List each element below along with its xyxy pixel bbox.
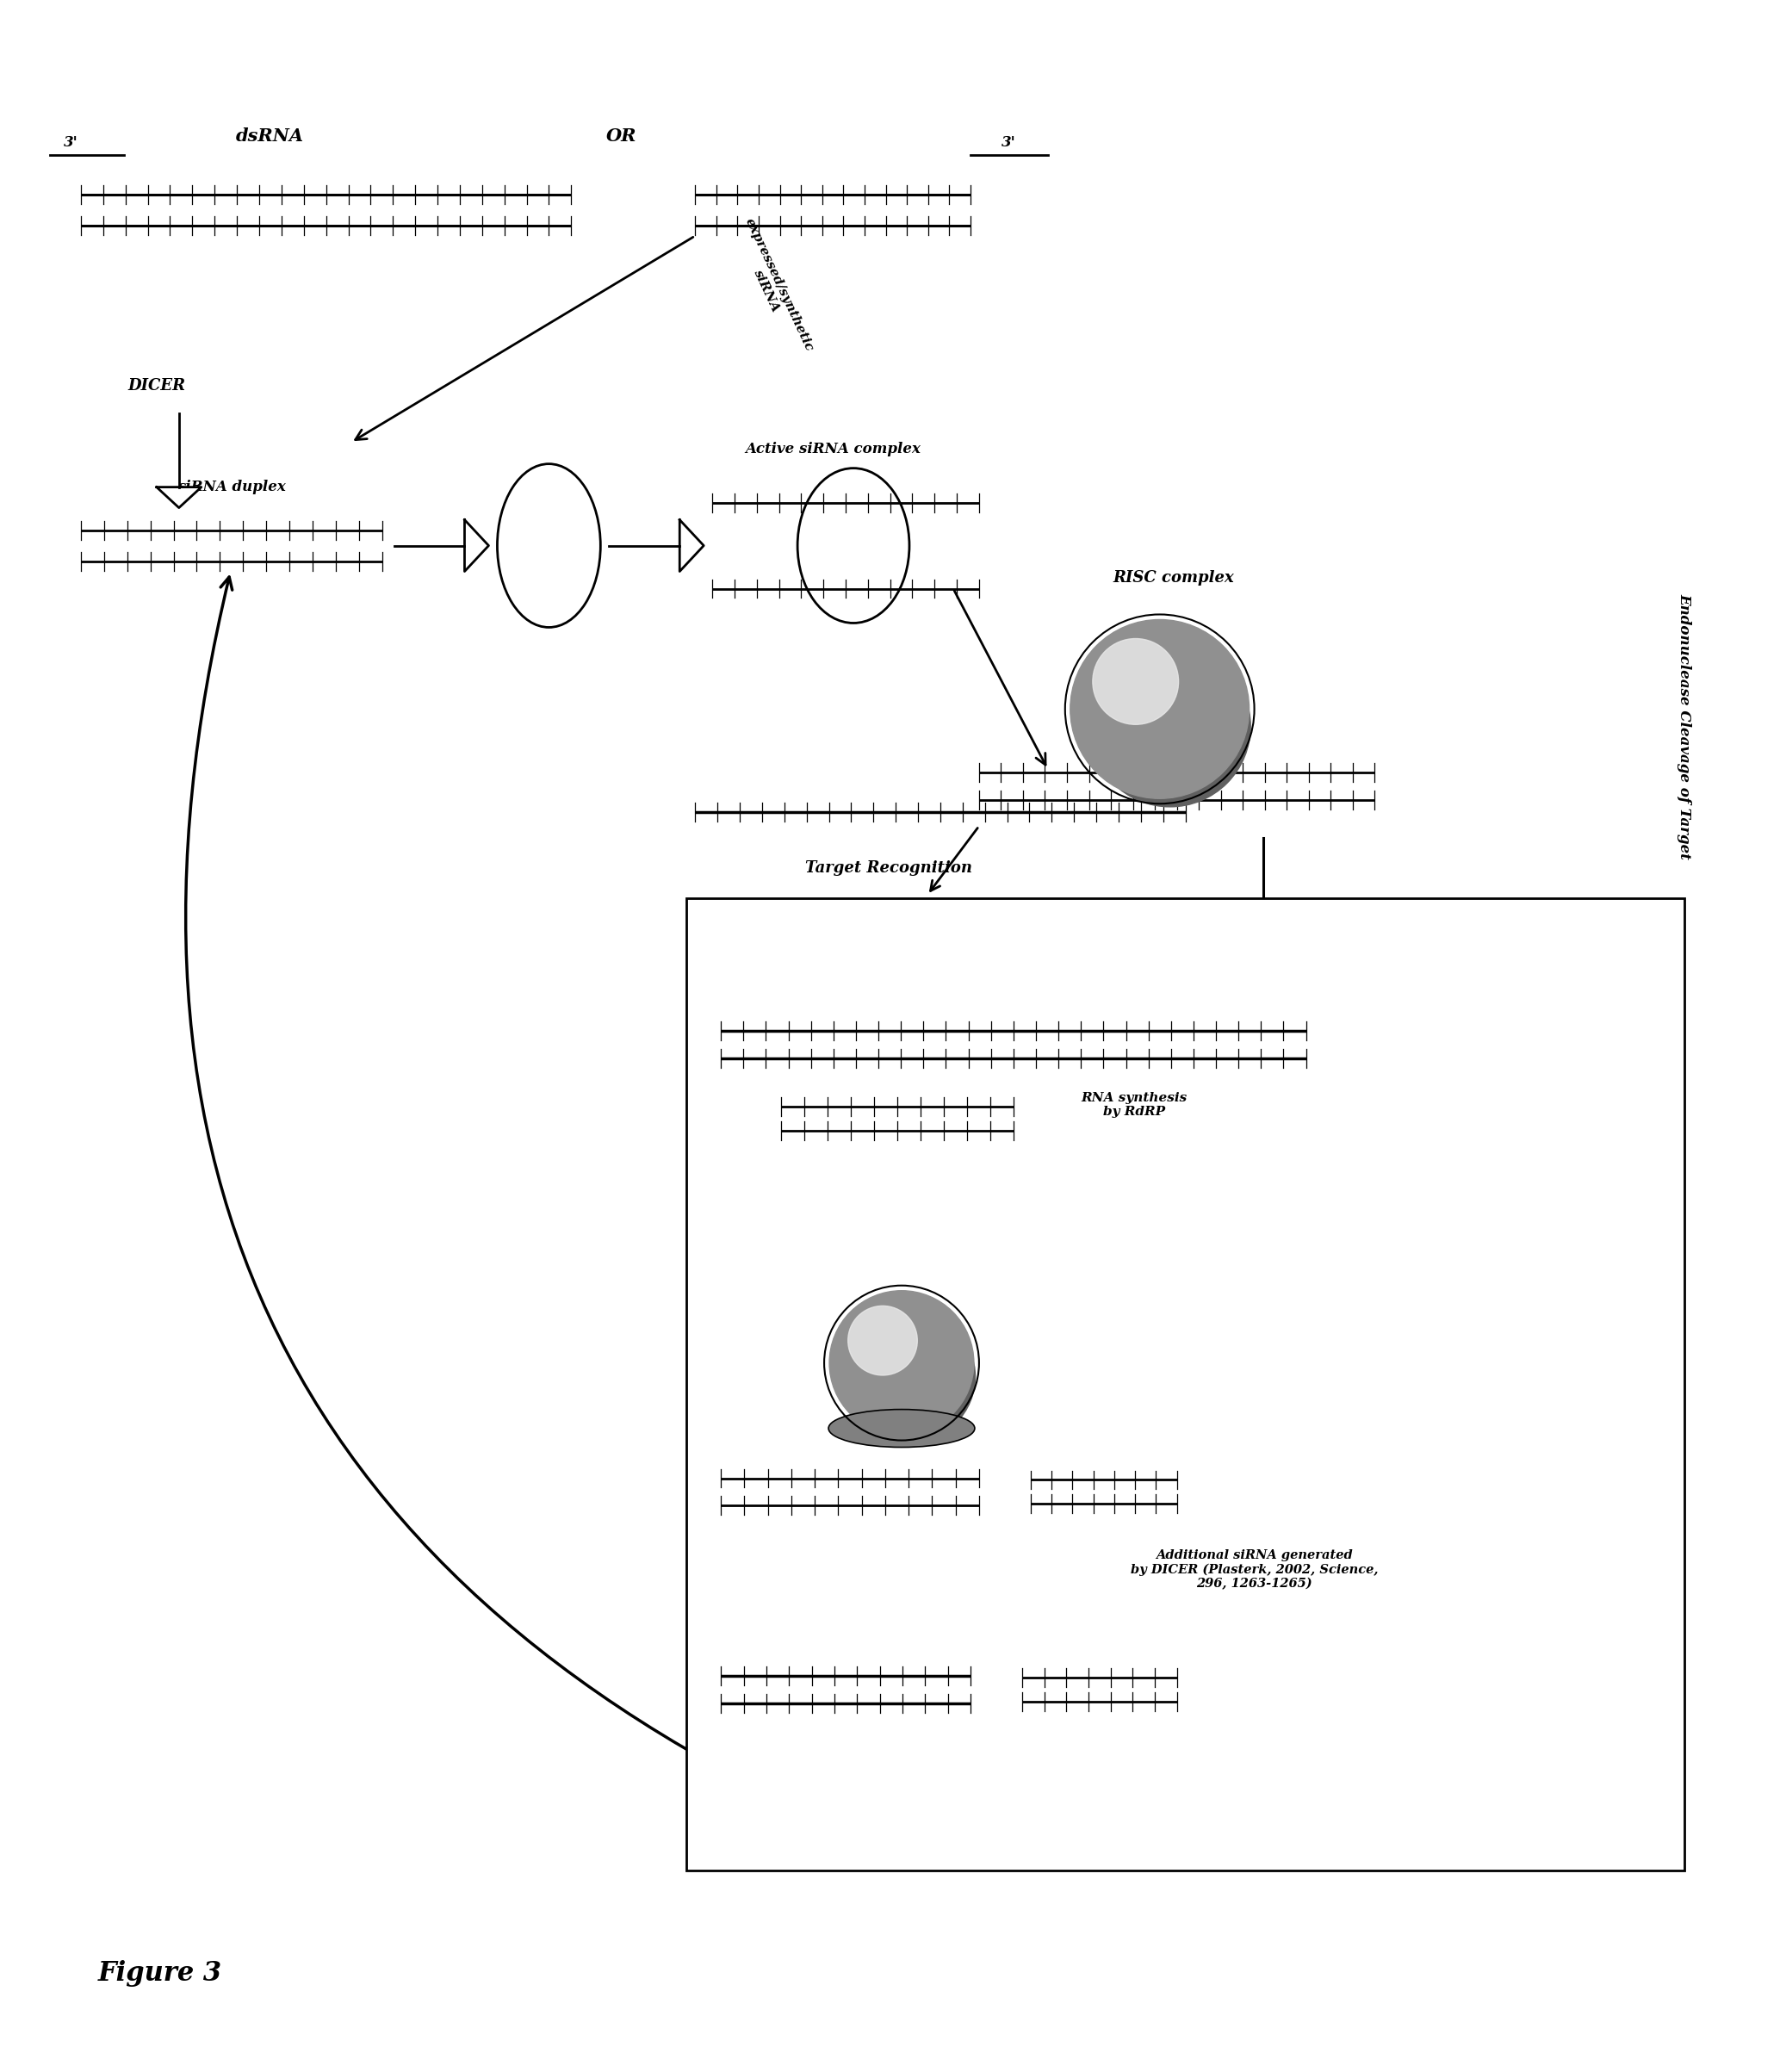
Polygon shape: [680, 520, 704, 572]
Circle shape: [848, 1305, 918, 1376]
Circle shape: [845, 1312, 975, 1442]
Circle shape: [829, 1291, 973, 1436]
Text: siRNA duplex: siRNA duplex: [177, 479, 286, 493]
Text: 3': 3': [1002, 135, 1016, 149]
Ellipse shape: [829, 1409, 975, 1446]
Text: RISC complex: RISC complex: [1113, 570, 1234, 584]
Circle shape: [1089, 646, 1250, 806]
Text: OR: OR: [605, 128, 636, 145]
Text: 3': 3': [63, 135, 79, 149]
Polygon shape: [1238, 910, 1289, 932]
Circle shape: [1070, 620, 1248, 798]
Circle shape: [1093, 638, 1179, 725]
Polygon shape: [157, 487, 202, 508]
Text: RNA synthesis
by RdRP: RNA synthesis by RdRP: [1081, 1092, 1188, 1117]
Text: Endonuclease Cleavage of Target: Endonuclease Cleavage of Target: [1677, 593, 1691, 860]
Text: expressed/synthetic
siRNA: expressed/synthetic siRNA: [730, 215, 814, 358]
FancyBboxPatch shape: [686, 899, 1684, 1871]
Text: dsRNA: dsRNA: [236, 128, 304, 145]
Text: Figure 3: Figure 3: [98, 1960, 221, 1987]
Polygon shape: [464, 520, 489, 572]
Text: Target Recognition: Target Recognition: [805, 860, 972, 876]
Text: DICER: DICER: [127, 377, 186, 394]
Text: Active siRNA complex: Active siRNA complex: [745, 441, 920, 456]
Text: Additional siRNA generated
by DICER (Plasterk, 2002, Science,
296, 1263-1265): Additional siRNA generated by DICER (Pla…: [1131, 1550, 1379, 1589]
